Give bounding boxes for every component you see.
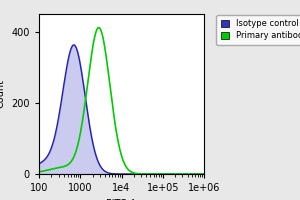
X-axis label: FITC-A: FITC-A bbox=[106, 199, 137, 200]
Legend: Isotype control, Primary antibody: Isotype control, Primary antibody bbox=[216, 15, 300, 45]
Y-axis label: Count: Count bbox=[0, 79, 6, 108]
